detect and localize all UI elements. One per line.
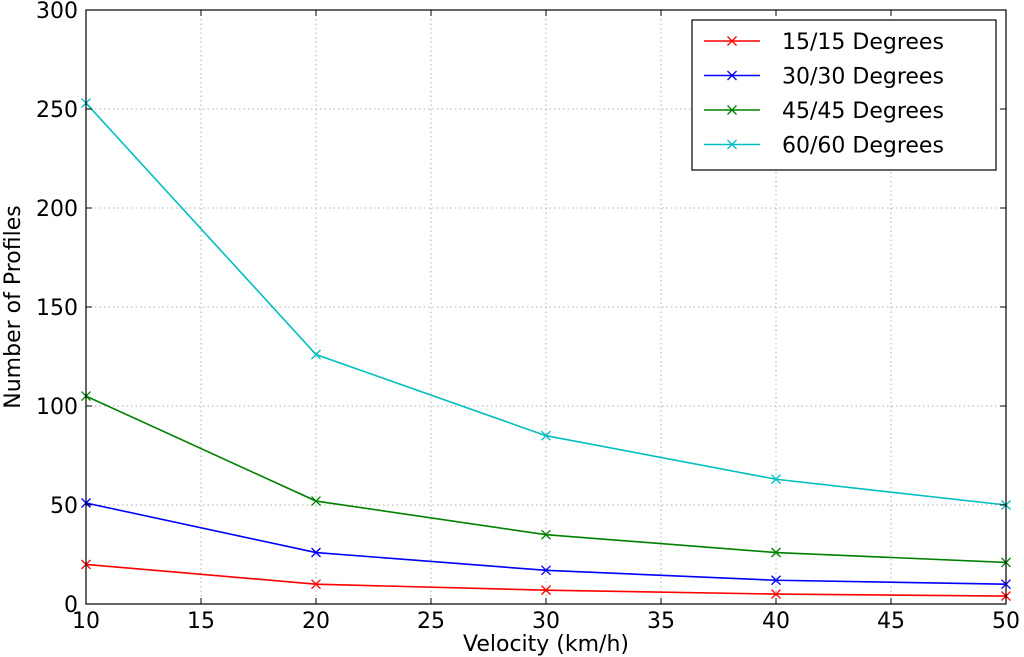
series-2 [81,498,1011,590]
data-point-marker [771,474,781,485]
legend-marker-swatch [727,36,737,46]
legend-item: 60/60 Degrees [704,134,944,159]
legend-marker-swatch [727,139,737,150]
x-tick-label: 40 [762,609,790,634]
y-tick-label: 0 [64,593,78,618]
x-tick-label: 45 [877,609,905,634]
data-point-marker [771,589,781,600]
x-tick-label: 20 [302,609,330,634]
legend-label: 30/30 Degrees [782,65,944,90]
y-axis-label: Number of Profiles [1,205,26,408]
x-axis-ticks: 10 15 20 25 30 35 40 45 50 [72,10,1020,634]
legend-item: 45/45 Degrees [704,99,944,124]
legend-box [691,19,997,171]
legend-label: 15/15 Degrees [782,30,944,55]
y-tick-label: 150 [36,296,78,321]
x-axis-label: Velocity (km/h) [463,632,629,657]
legend-label: 45/45 Degrees [782,99,944,124]
series-1 [81,559,1011,602]
data-point-marker [541,529,551,540]
y-tick-label: 50 [50,494,78,519]
data-point-marker [311,547,321,558]
x-tick-label: 35 [647,609,675,634]
legend-marker-swatch [727,70,737,81]
series-3 [81,391,1011,568]
x-tick-label: 25 [417,609,445,634]
data-point-marker [311,579,321,590]
series-lines [81,98,1011,602]
data-point-marker [541,585,551,596]
data-point-marker [311,496,321,506]
data-point-marker [771,575,781,586]
y-axis-ticks: 0 50 100 150 200 250 300 [36,0,1006,618]
x-tick-label: 30 [532,609,560,634]
legend-item: 15/15 Degrees [704,30,944,55]
y-tick-label: 300 [36,0,78,24]
x-tick-label: 10 [72,609,100,634]
data-point-marker [311,349,321,360]
legend: 15/15 Degrees 30/30 Degrees 45/45 Degrees 6… [691,19,997,171]
data-point-marker [541,430,551,441]
x-tick-label: 50 [992,609,1020,634]
y-tick-label: 200 [36,197,78,222]
data-point-marker [541,565,551,576]
legend-item: 30/30 Degrees [704,65,944,90]
x-tick-label: 15 [187,609,215,634]
y-tick-label: 100 [36,395,78,420]
legend-label: 60/60 Degrees [782,134,944,159]
data-point-marker [771,547,781,558]
legend-marker-swatch [727,105,737,115]
y-tick-label: 250 [36,98,78,123]
